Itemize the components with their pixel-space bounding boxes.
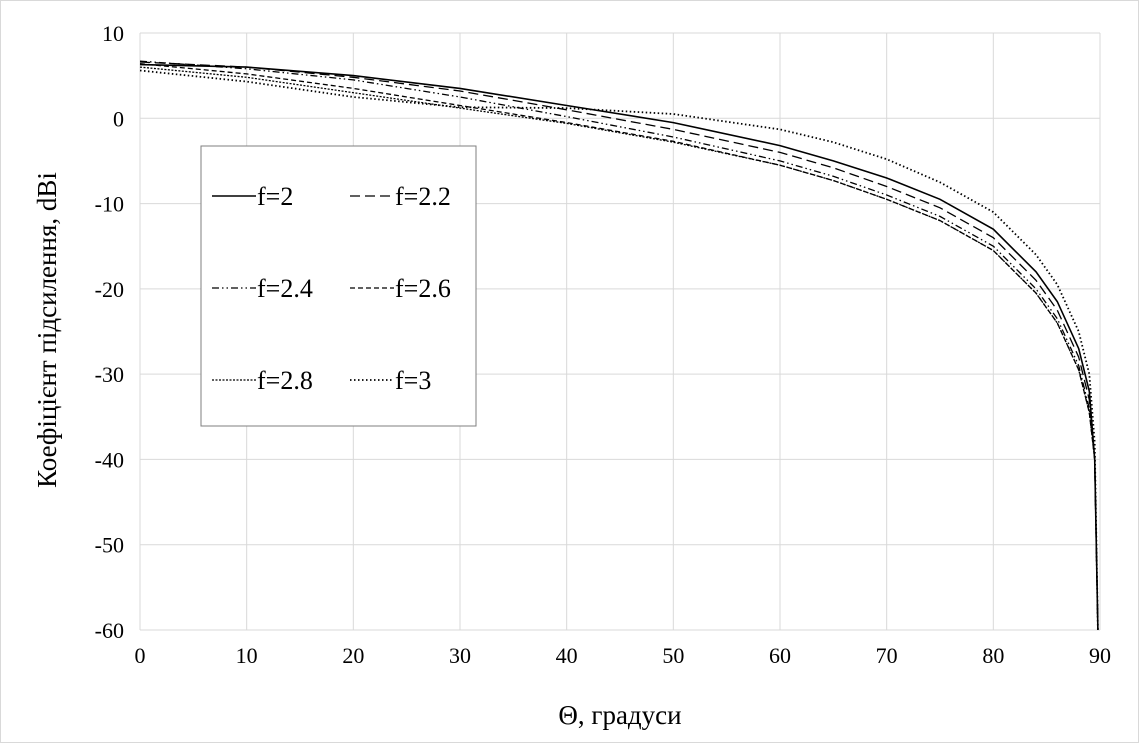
series-line-2	[139, 61, 1099, 631]
x-tick-label: 90	[1089, 643, 1111, 668]
y-tick-label: 0	[113, 106, 124, 131]
x-tick-label: 80	[982, 643, 1004, 668]
y-axis-title: Коефіцієнт підсилення, dBi	[32, 172, 62, 488]
x-tick-label: 0	[135, 643, 146, 668]
x-tick-label: 70	[876, 643, 898, 668]
x-tick-label: 30	[449, 643, 471, 668]
legend-label: f=2.4	[257, 274, 313, 303]
legend-label: f=2.6	[395, 274, 451, 303]
x-tick-label: 10	[236, 643, 258, 668]
series-line-3	[139, 60, 1099, 631]
legend-label: f=2.8	[257, 366, 313, 395]
y-tick-label: -60	[95, 618, 124, 643]
series-lines	[139, 60, 1099, 631]
x-tick-labels: 0 10 20 30 40 50 60 70 80 90	[135, 643, 1112, 668]
series-line-6	[139, 69, 1099, 631]
legend-box	[200, 145, 477, 427]
x-tick-label: 20	[342, 643, 364, 668]
y-tick-label: -30	[95, 362, 124, 387]
y-tick-label: -50	[95, 533, 124, 558]
x-tick-label: 60	[769, 643, 791, 668]
series-line-5	[139, 66, 1099, 631]
x-axis-title: Θ, градуси	[558, 700, 681, 730]
x-tick-label: 40	[556, 643, 578, 668]
x-tick-label: 50	[662, 643, 684, 668]
y-tick-label: -10	[95, 192, 124, 217]
series-line-1	[139, 63, 1099, 631]
legend-label: f=2.2	[395, 182, 451, 211]
y-tick-label: -40	[95, 447, 124, 472]
y-tick-label: 10	[102, 21, 124, 46]
legend-items: f=2 f=2.2 f=2.4 f=2.6 f=2.8 f=3	[212, 182, 451, 395]
y-tick-label: -20	[95, 277, 124, 302]
y-tick-labels: 10 0 -10 -20 -30 -40 -50 -60	[95, 21, 124, 643]
legend-label: f=2	[257, 182, 293, 211]
legend: f=2 f=2.2 f=2.4 f=2.6 f=2.8 f=3	[200, 145, 477, 427]
legend-label: f=3	[395, 366, 431, 395]
